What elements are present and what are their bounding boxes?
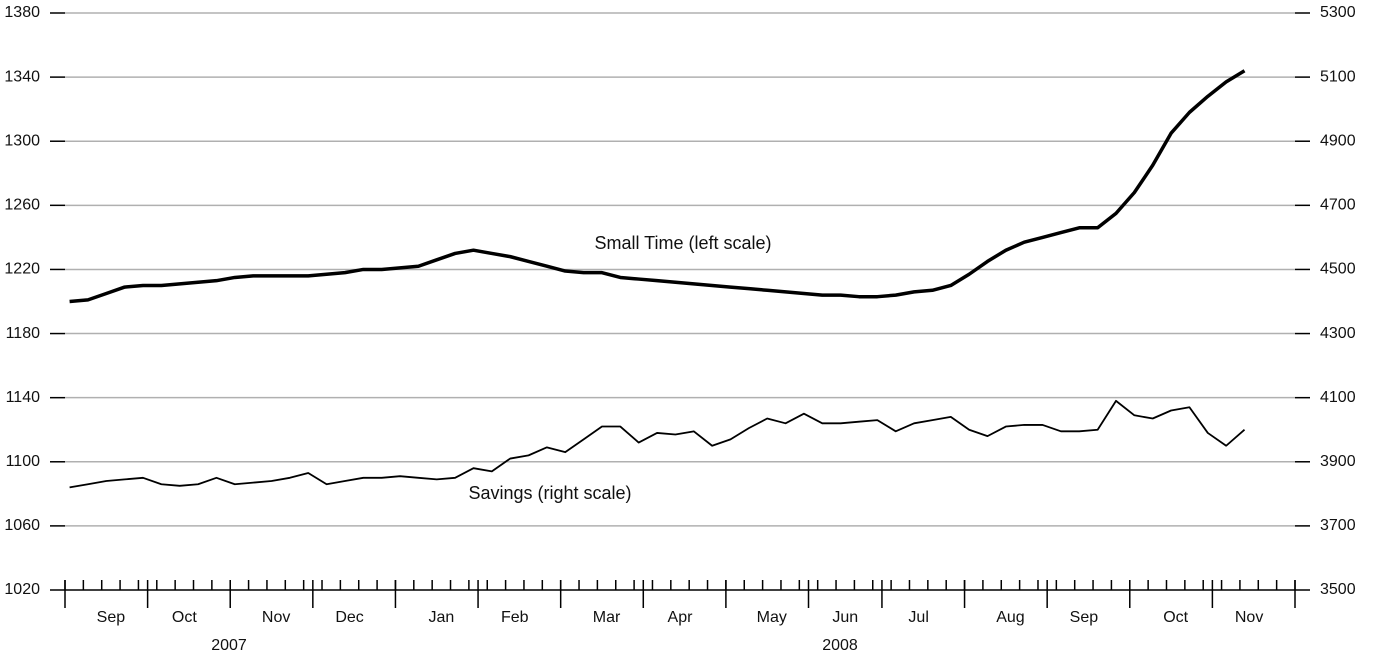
x-tick-label: Oct: [1163, 609, 1188, 626]
x-tick-label: Mar: [593, 609, 621, 626]
x-tick-label: Sep: [1070, 609, 1099, 626]
y2-tick-label: 3900: [1320, 453, 1356, 470]
x-tick-label: Jan: [428, 609, 454, 626]
x-tick-label: Jul: [908, 609, 928, 626]
y2-tick-label: 4700: [1320, 197, 1356, 214]
y-tick-label: 1140: [6, 389, 41, 406]
x-tick-label: Dec: [335, 609, 363, 626]
x-tick-label: Aug: [996, 609, 1024, 626]
y-tick-label: 1300: [4, 132, 40, 149]
y2-tick-label: 5100: [1320, 68, 1356, 85]
y-tick-label: 1340: [4, 68, 40, 85]
year-label: 2007: [211, 637, 247, 654]
y2-tick-label: 4100: [1320, 389, 1356, 406]
x-tick-label: Nov: [262, 609, 290, 626]
y2-tick-label: 3500: [1320, 581, 1356, 598]
x-tick-label: Jun: [832, 609, 858, 626]
x-tick-label: Nov: [1235, 609, 1263, 626]
y-tick-label: 1220: [4, 261, 40, 278]
annotation: Small Time (left scale): [594, 233, 771, 253]
year-label: 2008: [822, 637, 858, 654]
x-tick-label: Apr: [668, 609, 694, 626]
x-tick-label: May: [757, 609, 787, 626]
y2-tick-label: 5300: [1320, 4, 1356, 21]
line-series: [69, 69, 1246, 304]
y-tick-label: 1060: [4, 517, 40, 534]
y2-tick-label: 4900: [1320, 132, 1356, 149]
y2-tick-label: 3700: [1320, 517, 1356, 534]
y-tick-label: 1180: [6, 325, 41, 342]
y-tick-label: 1380: [4, 4, 40, 21]
y-tick-label: 1260: [4, 197, 40, 214]
y2-tick-label: 4300: [1320, 325, 1356, 342]
annotation: Savings (right scale): [468, 483, 631, 503]
line-series: [69, 399, 1246, 489]
x-tick-label: Oct: [172, 609, 197, 626]
y-tick-label: 1020: [4, 581, 40, 598]
x-tick-label: Sep: [97, 609, 126, 626]
y-tick-label: 1100: [6, 453, 41, 470]
y2-tick-label: 4500: [1320, 261, 1356, 278]
x-tick-label: Feb: [501, 609, 529, 626]
